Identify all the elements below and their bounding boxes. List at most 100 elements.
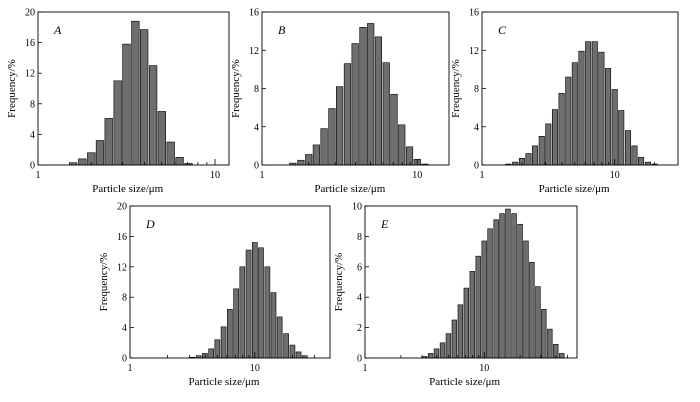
y-axis-label: Frequency/% <box>230 59 242 118</box>
x-tick-label: 10 <box>250 363 260 374</box>
x-tick-label: 10 <box>412 170 422 181</box>
x-tick-label: 1 <box>36 170 41 181</box>
bar <box>245 249 252 359</box>
bar <box>113 80 122 166</box>
y-axis-label: Frequency/% <box>98 253 110 312</box>
y-tick-label: 12 <box>249 46 259 57</box>
bar <box>252 242 258 359</box>
x-tick-label: 10 <box>479 363 489 374</box>
bar <box>475 255 481 359</box>
y-tick-label: 4 <box>254 122 259 133</box>
bar <box>558 92 565 166</box>
bar <box>611 89 618 166</box>
y-tick-label: 8 <box>474 84 479 95</box>
x-axis-label: Particle size/μm <box>189 376 260 388</box>
x-axis-label: Particle size/μm <box>429 376 500 388</box>
bar <box>585 41 592 166</box>
panel-a: 0 4 8 12 16 20 1 10 A Particle size/μm Frequency/% <box>6 8 230 195</box>
y-tick-label: 8 <box>254 84 259 95</box>
bar <box>390 93 398 166</box>
bar <box>523 240 529 359</box>
panel-title: D <box>145 217 155 231</box>
y-axis-label: Frequency/% <box>6 59 18 118</box>
bar <box>618 110 625 166</box>
bar <box>578 50 585 166</box>
panel-title: C <box>498 23 507 37</box>
bar <box>631 145 638 166</box>
bar <box>405 146 414 166</box>
bar <box>270 292 277 359</box>
panel-d: 0 4 8 12 16 20 1 10 D Particle size/μm Frequency/% <box>98 202 331 388</box>
bar <box>312 144 320 166</box>
bar <box>481 240 487 359</box>
bar <box>451 319 458 359</box>
bar <box>175 157 184 166</box>
plot-frame <box>37 11 230 166</box>
bar <box>239 266 246 359</box>
y-tick-label: 20 <box>25 8 35 19</box>
bar <box>487 228 493 359</box>
bar <box>264 266 271 359</box>
bar <box>148 65 158 166</box>
x-tick-label: 1 <box>260 170 265 181</box>
bar <box>104 118 113 166</box>
bar <box>131 20 140 166</box>
bar <box>220 326 227 359</box>
bar <box>258 247 264 359</box>
bar <box>551 109 559 166</box>
bar <box>95 140 105 166</box>
bar <box>398 124 406 166</box>
bar <box>565 76 572 166</box>
y-tick-label: 4 <box>122 323 127 334</box>
bar <box>463 287 470 359</box>
bar <box>283 333 289 359</box>
y-tick-label: 4 <box>357 293 362 304</box>
y-tick-label: 0 <box>474 161 479 172</box>
x-axis-label: Particle size/μm <box>314 183 385 195</box>
bar <box>505 208 511 359</box>
y-tick-label: 4 <box>30 130 35 141</box>
y-tick-label: 8 <box>357 232 362 243</box>
bar <box>525 153 532 166</box>
y-tick-label: 12 <box>117 262 127 273</box>
y-tick-label: 0 <box>30 161 35 172</box>
plot-frame <box>129 205 331 359</box>
bar <box>166 141 175 166</box>
bar <box>535 286 541 359</box>
bar <box>469 271 475 359</box>
bar <box>445 333 452 359</box>
bar <box>499 213 505 359</box>
bar <box>529 261 535 359</box>
bar <box>382 62 390 166</box>
panel-title: E <box>380 217 389 231</box>
bar <box>547 328 553 359</box>
bar <box>78 158 87 166</box>
bar <box>598 51 605 166</box>
panel-e: 0 2 4 6 8 10 1 10 E Particle size/μm Frequency/% <box>333 202 578 388</box>
y-tick-label: 10 <box>352 202 362 213</box>
plot-frame <box>364 205 578 359</box>
panel-b: 0 4 8 12 16 1 10 B Particle size/μm Frequency/% <box>230 8 450 195</box>
y-tick-label: 16 <box>117 232 127 243</box>
y-tick-label: 0 <box>357 354 362 365</box>
bar <box>517 223 523 359</box>
x-axis-label: Particle size/μm <box>539 183 610 195</box>
bar <box>295 351 302 359</box>
bar <box>233 288 239 359</box>
bar <box>439 342 446 359</box>
y-tick-label: 12 <box>469 46 479 57</box>
bar <box>532 145 539 166</box>
x-tick-label: 1 <box>480 170 485 181</box>
y-tick-label: 4 <box>474 122 479 133</box>
x-tick-label: 1 <box>363 363 368 374</box>
bar <box>359 26 367 166</box>
bar <box>208 348 215 359</box>
x-tick-label: 10 <box>210 170 220 181</box>
bar <box>343 63 352 166</box>
bar <box>122 43 131 166</box>
bar <box>538 136 545 166</box>
bar <box>157 111 166 166</box>
bar <box>571 62 578 166</box>
y-tick-label: 6 <box>357 262 362 273</box>
